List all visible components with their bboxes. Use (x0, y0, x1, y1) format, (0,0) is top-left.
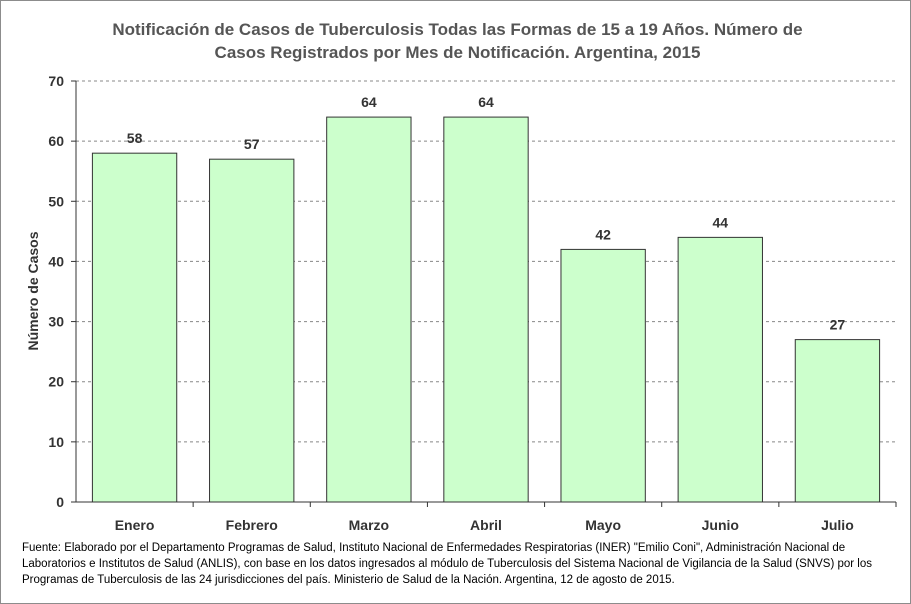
y-tick-label: 50 (48, 193, 64, 209)
x-tick-label: Enero (115, 517, 155, 533)
chart-title-line1: Notificación de Casos de Tuberculosis To… (112, 20, 803, 39)
x-tick-label: Abril (470, 517, 502, 533)
data-label: 27 (830, 317, 846, 333)
bar (91, 152, 178, 503)
y-tick-label: 10 (48, 434, 64, 450)
x-tick-label: Mayo (585, 517, 621, 533)
y-tick-label: 70 (48, 73, 64, 89)
x-tick-label: Julio (821, 517, 854, 533)
x-tick-label: Febrero (226, 517, 278, 533)
chart-title: Notificación de Casos de Tuberculosis To… (60, 18, 855, 64)
y-tick-label: 60 (48, 133, 64, 149)
data-label: 42 (595, 226, 611, 242)
bar (560, 248, 646, 503)
source-note: Fuente: Elaborado por el Departamento Pr… (22, 542, 872, 586)
data-label: 57 (244, 136, 260, 152)
bar (209, 158, 295, 503)
y-tick-label: 20 (48, 374, 64, 390)
x-tick-label: Marzo (349, 517, 389, 533)
data-label: 44 (712, 214, 728, 230)
bar (677, 236, 763, 503)
data-label: 58 (127, 130, 143, 146)
chart-title-line2: Casos Registrados por Mes de Notificació… (214, 43, 701, 62)
data-label: 64 (478, 94, 494, 110)
data-label: 64 (361, 94, 377, 110)
y-tick-label: 40 (48, 253, 64, 269)
bar (443, 116, 529, 503)
y-tick-label: 0 (56, 494, 64, 510)
y-tick-label: 30 (48, 314, 64, 330)
bar (326, 116, 412, 503)
bar (794, 339, 881, 503)
x-tick-label: Junio (702, 517, 739, 533)
